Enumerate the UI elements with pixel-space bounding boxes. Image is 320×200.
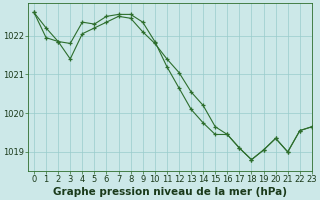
X-axis label: Graphe pression niveau de la mer (hPa): Graphe pression niveau de la mer (hPa) <box>53 187 287 197</box>
